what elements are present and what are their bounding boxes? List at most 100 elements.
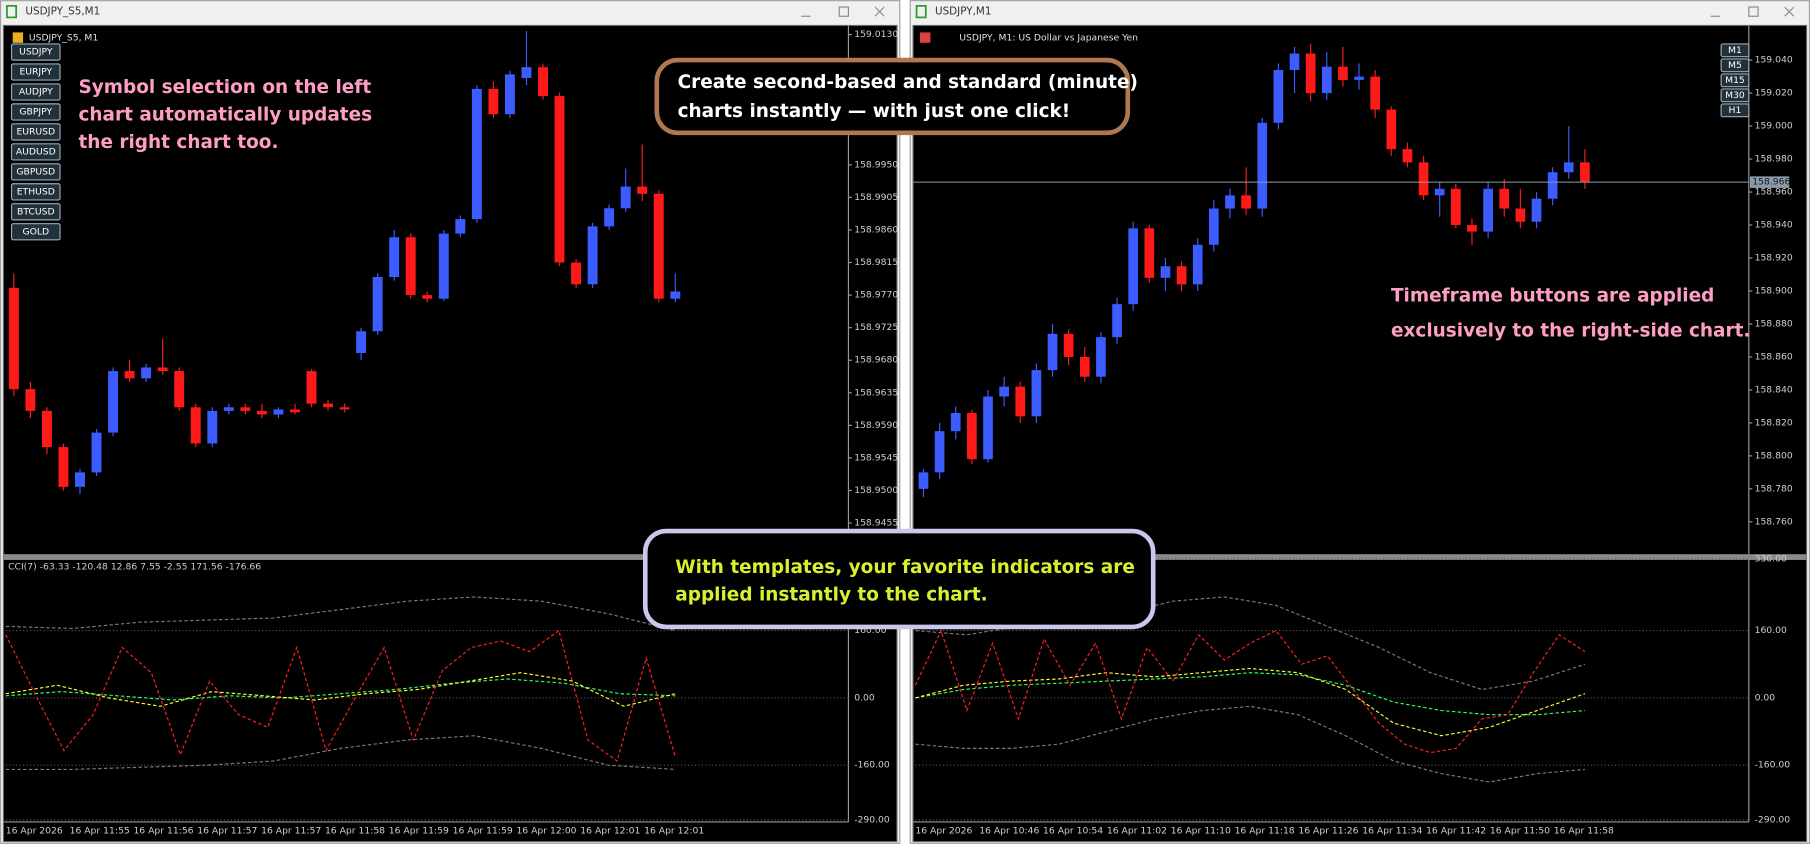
candle-body (1321, 66, 1332, 94)
window-title: USDJPY,M1 (935, 6, 991, 18)
y-tick-label: 159.040 (1755, 55, 1793, 66)
annotation-text: Timeframe buttons are applied (1391, 286, 1714, 307)
indicator-line (5, 596, 676, 632)
maximize-button[interactable] (838, 6, 850, 17)
timeframe-button-label[interactable]: M5 (1728, 60, 1742, 71)
indicator-line (5, 672, 676, 707)
y-tick-label: 158.9500 (854, 485, 898, 496)
candle-body (356, 331, 367, 354)
y-tick-label: 158.9455 (854, 518, 898, 529)
candle-body (934, 431, 945, 473)
candle-body (1144, 228, 1155, 278)
chart-icon (12, 32, 24, 43)
candle-body (1418, 162, 1429, 196)
indicator-label: CCI(7) -63.33 -120.48 12.86 7.55 -2.55 1… (8, 561, 261, 572)
maximize-button[interactable] (1748, 6, 1759, 17)
close-button[interactable] (1784, 6, 1795, 17)
timeframe-button-label[interactable]: H1 (1729, 105, 1742, 116)
timeframe-button[interactable] (1720, 103, 1750, 118)
y-tick-label: 158.820 (1755, 417, 1793, 428)
timeframe-button-label[interactable]: M1 (1728, 45, 1742, 56)
close-button[interactable] (874, 6, 885, 17)
candle-body (1305, 53, 1316, 94)
timeframe-button-label[interactable]: M15 (1725, 75, 1745, 86)
y-tick-label: 158.880 (1755, 318, 1793, 329)
candle-body (1580, 162, 1590, 183)
symbol-button-label[interactable]: GOLD (22, 226, 49, 237)
timeframe-button[interactable] (1720, 73, 1750, 88)
symbol-button[interactable] (10, 143, 61, 161)
candle-body (1434, 188, 1445, 196)
y-tick-label: 0.00 (1755, 692, 1776, 703)
y-tick-label: 158.780 (1755, 483, 1793, 494)
candle-body (1047, 333, 1058, 371)
indicator-line (5, 629, 676, 762)
candle-body (1467, 225, 1477, 232)
candle-body (1241, 195, 1251, 209)
timeframe-button-label[interactable]: M30 (1725, 90, 1745, 101)
candle-body (8, 287, 19, 390)
x-tick-label: 16 Apr 11:55 (70, 826, 130, 837)
candle-body (1289, 53, 1300, 71)
y-tick-label: 158.9590 (854, 420, 898, 431)
symbol-button[interactable] (10, 123, 61, 141)
y-tick-label: 158.840 (1755, 384, 1793, 395)
candle-body (141, 367, 152, 379)
candle-body (157, 367, 168, 372)
y-tick-label: -290.00 (1755, 814, 1791, 825)
symbol-button-label[interactable]: BTCUSD (17, 206, 55, 217)
annotation-box (654, 57, 1131, 136)
timeframe-button[interactable] (1720, 58, 1750, 73)
candle-body (1225, 195, 1235, 209)
candle-body (1096, 337, 1106, 377)
symbol-button-label[interactable]: AUDJPY (19, 86, 53, 97)
candle-body (1515, 208, 1526, 222)
symbol-button[interactable] (10, 223, 61, 241)
timeframe-button[interactable] (1720, 88, 1750, 103)
indicator-line (914, 629, 1586, 754)
y-tick-label: 158.9635 (854, 387, 898, 398)
candle-body (1015, 386, 1026, 417)
symbol-button-label[interactable]: EURUSD (16, 126, 55, 137)
candle-body (504, 74, 515, 115)
chart-icon (920, 32, 931, 43)
symbol-button[interactable] (10, 63, 61, 81)
symbol-button-label[interactable]: AUDUSD (16, 146, 56, 157)
symbol-button[interactable] (10, 43, 61, 61)
y-tick-label: 158.760 (1755, 516, 1793, 527)
symbol-button-label[interactable]: ETHUSD (17, 186, 55, 197)
y-tick-label: 158.960 (1755, 187, 1793, 198)
candle-body (223, 407, 234, 411)
panel-separator (913, 554, 1807, 560)
candle-body (1192, 244, 1203, 285)
annotation-text: applied instantly to the chart. (675, 585, 987, 606)
symbol-button[interactable] (10, 203, 61, 221)
annotation-box (642, 528, 1156, 630)
y-tick-label: 158.980 (1755, 154, 1793, 165)
symbol-button[interactable] (10, 183, 61, 201)
x-tick-label: 16 Apr 10:46 (979, 826, 1039, 837)
symbol-button-label[interactable]: GBPUSD (16, 166, 55, 177)
candle-body (1386, 109, 1397, 150)
x-tick-label: 16 Apr 11:57 (261, 826, 321, 837)
candle-body (950, 413, 961, 432)
y-tick-label: 158.9680 (854, 355, 898, 366)
symbol-button-label[interactable]: GBPJPY (19, 106, 52, 117)
y-tick-label: 160.00 (1755, 625, 1787, 636)
timeframe-button[interactable] (1720, 43, 1750, 58)
symbol-button[interactable] (10, 103, 61, 121)
window-icon (915, 4, 927, 19)
candle-body (653, 193, 664, 299)
x-tick-label: 16 Apr 12:01 (644, 826, 704, 837)
symbol-button[interactable] (10, 163, 61, 181)
symbol-button-label[interactable]: EURJPY (19, 67, 52, 78)
chart-background (2, 24, 898, 843)
symbol-button-label[interactable]: USDJPY (19, 47, 53, 58)
candle-body (1112, 304, 1122, 338)
candle-body (670, 291, 681, 299)
candle-body (438, 233, 449, 299)
symbol-button[interactable] (10, 83, 61, 101)
candle-body (240, 407, 251, 411)
candle-body (455, 219, 466, 234)
y-tick-label: 158.9725 (854, 322, 898, 333)
